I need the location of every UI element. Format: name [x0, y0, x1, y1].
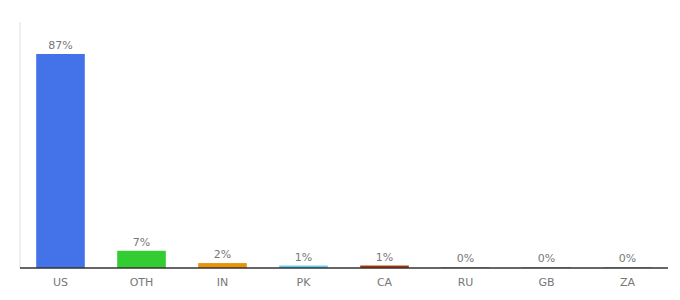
- data-label: 87%: [48, 39, 72, 52]
- chart-container: 87% 7% 2% 1% 1% 0% 0% 0% US OTH IN PK CA RU GB ZA: [0, 0, 680, 300]
- x-tick-label: ZA: [620, 276, 636, 289]
- y-range-line: [20, 22, 21, 268]
- data-label: 2%: [214, 248, 231, 261]
- data-label: 0%: [457, 252, 474, 265]
- bar: [36, 54, 85, 268]
- data-label: 0%: [538, 252, 555, 265]
- data-label: 1%: [376, 251, 393, 264]
- data-label: 0%: [619, 252, 636, 265]
- data-label: 1%: [295, 251, 312, 264]
- x-tick-label: PK: [297, 276, 312, 289]
- x-tick-label: GB: [538, 276, 554, 289]
- x-axis-line: [20, 267, 668, 269]
- chart-svg: 87% 7% 2% 1% 1% 0% 0% 0% US OTH IN PK CA RU GB ZA: [0, 0, 680, 300]
- bars: [36, 54, 652, 268]
- x-tick-label: CA: [377, 276, 393, 289]
- x-tick-label: RU: [458, 276, 474, 289]
- bar: [117, 251, 166, 268]
- x-tick-label: OTH: [130, 276, 154, 289]
- x-tick-label: IN: [217, 276, 228, 289]
- x-tick-label: US: [53, 276, 68, 289]
- data-label: 7%: [133, 236, 150, 249]
